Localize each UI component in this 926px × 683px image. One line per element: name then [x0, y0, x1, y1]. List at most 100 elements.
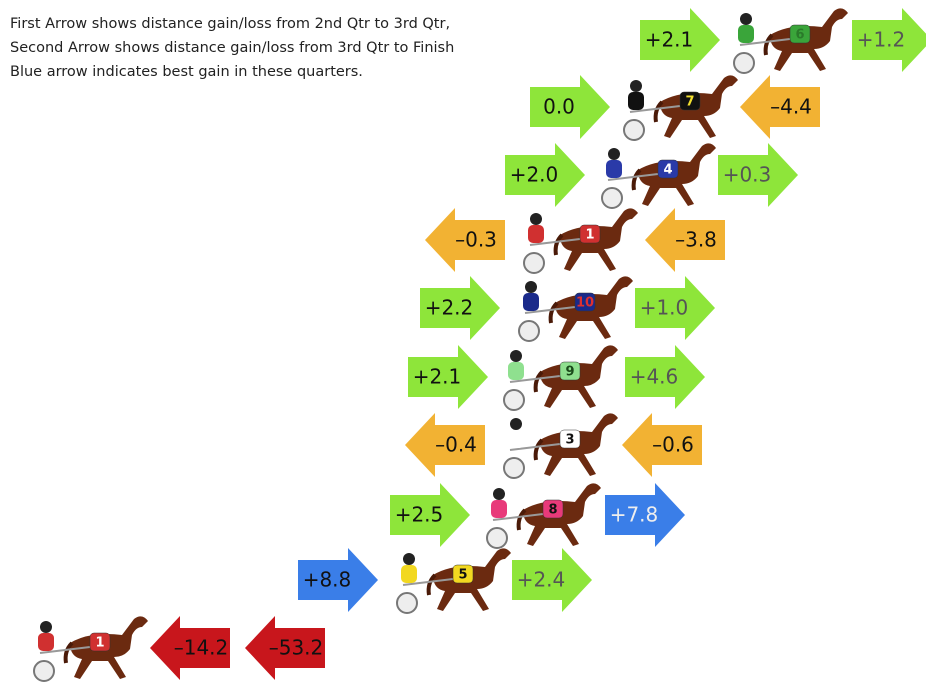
arrow-label: –4.4 — [770, 95, 812, 119]
arrow: +2.4 — [512, 548, 592, 612]
sulky-wheel — [519, 321, 539, 341]
sulky-wheel — [504, 390, 524, 410]
horse: 8 — [487, 483, 601, 548]
arrow-label: +7.8 — [610, 503, 659, 527]
driver — [628, 92, 644, 110]
driver-helmet — [510, 350, 522, 362]
horse: 3 — [504, 413, 618, 478]
sulky-wheel — [504, 458, 524, 478]
arrow-label: +2.4 — [517, 568, 566, 592]
arrow: +2.1 — [408, 345, 488, 409]
driver-helmet — [740, 13, 752, 25]
driver — [523, 293, 539, 311]
arrow: +2.2 — [420, 276, 500, 340]
arrow-label: +2.1 — [413, 365, 462, 389]
driver — [491, 500, 507, 518]
arrow-label: –0.6 — [652, 433, 694, 457]
arrow: +8.8 — [298, 548, 378, 612]
horse-tail — [634, 170, 640, 190]
driver-helmet — [608, 148, 620, 160]
sulky-wheel — [34, 661, 54, 681]
horse-number: 10 — [576, 296, 594, 311]
horse-tail — [536, 440, 542, 460]
horse: 10 — [519, 276, 633, 341]
horse-tail — [536, 372, 542, 392]
horse: 4 — [602, 143, 716, 208]
arrow: 0.0 — [530, 75, 610, 139]
horse-tail — [66, 643, 72, 663]
arrow-label: –3.8 — [675, 228, 717, 252]
horse: 5 — [397, 548, 511, 613]
arrow: +2.0 — [505, 143, 585, 207]
horse-number: 1 — [585, 228, 594, 243]
arrow: –0.6 — [622, 413, 702, 477]
horse: 1 — [524, 208, 638, 273]
arrow: +1.2 — [852, 8, 926, 72]
arrow: +2.1 — [640, 8, 720, 72]
horse-tail — [766, 35, 772, 55]
sulky-wheel — [487, 528, 507, 548]
horse-number: 9 — [565, 365, 574, 380]
driver — [508, 430, 524, 448]
driver — [606, 160, 622, 178]
horse: 1 — [34, 616, 148, 681]
arrow: –14.2 — [150, 616, 230, 680]
arrow: –0.4 — [405, 413, 485, 477]
arrow-label: +2.2 — [425, 296, 474, 320]
horse-tail — [429, 575, 435, 595]
sulky-wheel — [524, 253, 544, 273]
horse-tail — [556, 235, 562, 255]
driver — [401, 565, 417, 583]
driver-helmet — [403, 553, 415, 565]
arrow-label: 0.0 — [543, 95, 575, 119]
driver — [738, 25, 754, 43]
arrow-label: +2.0 — [510, 163, 559, 187]
sulky-wheel — [734, 53, 754, 73]
arrow: –3.8 — [645, 208, 725, 272]
arrow: +4.6 — [625, 345, 705, 409]
arrow: +0.3 — [718, 143, 798, 207]
horse-number: 6 — [795, 28, 804, 43]
horse-tail — [656, 102, 662, 122]
horse: 6 — [734, 8, 848, 73]
driver-helmet — [40, 621, 52, 633]
horse-number: 8 — [548, 503, 557, 518]
arrow-label: –14.2 — [174, 636, 229, 660]
horse-tail — [519, 510, 525, 530]
arrow-label: +4.6 — [630, 365, 679, 389]
page: {"notes": ["First Arrow shows distance g… — [0, 0, 926, 683]
driver — [528, 225, 544, 243]
horse-number: 1 — [95, 636, 104, 651]
arrow-label: –0.4 — [435, 433, 477, 457]
arrow-label: +1.0 — [640, 296, 689, 320]
arrow: +2.5 — [390, 483, 470, 547]
driver — [508, 362, 524, 380]
driver-helmet — [525, 281, 537, 293]
diagram: +2.1 6 +1.2 0.0 7 –4.4 +2.0 4 +0.3 –0.3 1 –3.8 +2.2 1… — [0, 0, 926, 683]
horse-number: 3 — [565, 433, 574, 448]
arrow: +7.8 — [605, 483, 685, 547]
horse-number: 5 — [458, 568, 467, 583]
arrow: –4.4 — [740, 75, 820, 139]
arrow-label: –53.2 — [269, 636, 324, 660]
driver-helmet — [493, 488, 505, 500]
arrow: –0.3 — [425, 208, 505, 272]
sulky-wheel — [397, 593, 417, 613]
arrow: –53.2 — [245, 616, 325, 680]
horse: 9 — [504, 345, 618, 410]
horse-number: 7 — [685, 95, 694, 110]
sulky-wheel — [624, 120, 644, 140]
arrow-label: +0.3 — [723, 163, 772, 187]
arrow: +1.0 — [635, 276, 715, 340]
arrow-label: +8.8 — [303, 568, 352, 592]
horse-number: 4 — [663, 163, 672, 178]
driver-helmet — [510, 418, 522, 430]
arrow-label: –0.3 — [455, 228, 497, 252]
arrow-label: +2.5 — [395, 503, 444, 527]
driver-helmet — [630, 80, 642, 92]
driver-helmet — [530, 213, 542, 225]
horse-tail — [551, 303, 557, 323]
sulky-wheel — [602, 188, 622, 208]
arrow-label: +1.2 — [857, 28, 906, 52]
driver — [38, 633, 54, 651]
